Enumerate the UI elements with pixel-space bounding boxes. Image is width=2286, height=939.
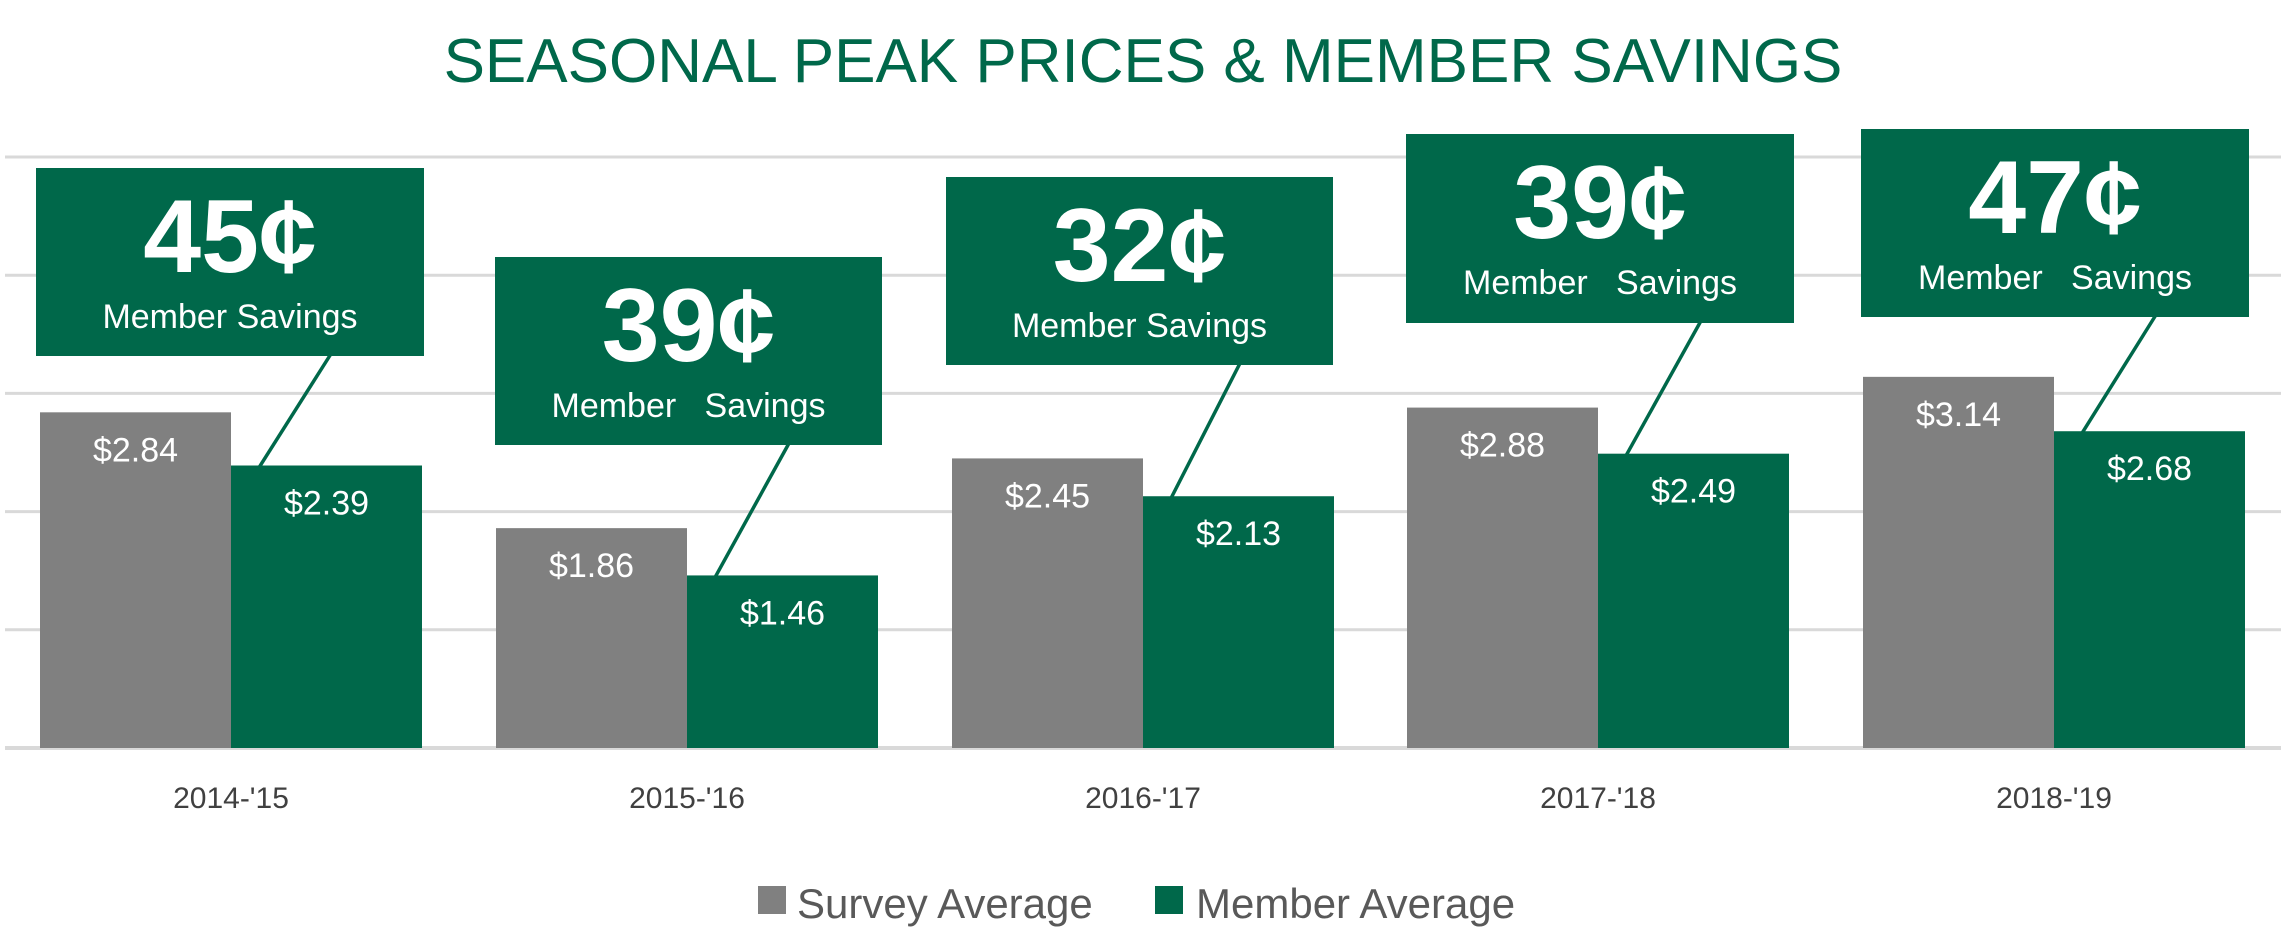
callout-savings-text: Member Savings (1463, 264, 1737, 302)
bar-label-member: $2.68 (2107, 450, 2192, 488)
category-labels: 2014-'15 2015-'16 2016-'17 2017-'18 2018-'19 (173, 782, 2112, 815)
bar-label-survey: $2.45 (1005, 477, 1090, 515)
legend: Survey Average Member Average (758, 880, 1515, 927)
category-label: 2017-'18 (1540, 782, 1656, 815)
legend-label-survey: Survey Average (797, 880, 1093, 927)
bar-label-survey: $2.88 (1460, 427, 1545, 465)
callout-leader-line (257, 353, 333, 469)
callout-box (495, 257, 882, 445)
bars: $2.84 $2.39 $1.86 $1.46 $2.45 $2.13 $2.88 $2.49… (40, 376, 2245, 748)
callout-box (1406, 134, 1794, 323)
bar-survey-average (496, 528, 687, 748)
legend-swatch-member (1155, 886, 1183, 914)
bar-member-average (231, 465, 422, 748)
bar-member-average (687, 575, 878, 748)
bar-member-average (1598, 453, 1789, 748)
callout-box (946, 177, 1333, 365)
bar-label-member: $2.49 (1651, 473, 1736, 511)
bar-survey-average (40, 412, 231, 748)
callout-savings-amount: 32¢ (1053, 188, 1227, 304)
callout-savings-text: Member Savings (552, 387, 826, 425)
bar-label-member: $2.13 (1196, 515, 1281, 553)
category-label: 2015-'16 (629, 782, 745, 815)
callout-savings-amount: 39¢ (602, 268, 776, 384)
bar-label-member: $1.46 (740, 594, 825, 632)
bar-label-member: $2.39 (284, 485, 369, 523)
callouts: 45¢Member Savings 39¢Member Savings32¢Mem… (36, 129, 2249, 579)
callout-savings-text: Member Savings (1012, 307, 1267, 345)
bar-member-average (2054, 431, 2245, 748)
callout-savings-amount: 45¢ (143, 179, 317, 295)
bar-survey-average (952, 458, 1143, 748)
bar-label-survey: $3.14 (1916, 396, 2001, 434)
callout-savings-text: Member Savings (102, 298, 357, 336)
bar-survey-average (1407, 407, 1598, 748)
legend-label-member: Member Average (1196, 880, 1515, 927)
callout-savings-text: Member Savings (1918, 259, 2192, 297)
callout-savings-amount: 39¢ (1513, 145, 1687, 261)
callout-leader-line (2080, 314, 2158, 435)
callout-leader-line (1169, 362, 1242, 500)
bar-survey-average (1863, 376, 2054, 748)
category-label: 2016-'17 (1085, 782, 1201, 815)
callout-savings-amount: 47¢ (1968, 140, 2142, 256)
callout-box (1861, 129, 2249, 317)
callout-leader-line (1624, 320, 1703, 457)
bar-member-average (1143, 496, 1334, 748)
callout-box (36, 168, 424, 356)
bar-label-survey: $2.84 (93, 431, 178, 469)
category-label: 2018-'19 (1996, 782, 2112, 815)
category-label: 2014-'15 (173, 782, 289, 815)
legend-swatch-survey (758, 886, 786, 914)
callout-leader-line (713, 442, 791, 579)
bar-label-survey: $1.86 (549, 547, 634, 585)
chart-title: SEASONAL PEAK PRICES & MEMBER SAVINGS (444, 27, 1843, 96)
